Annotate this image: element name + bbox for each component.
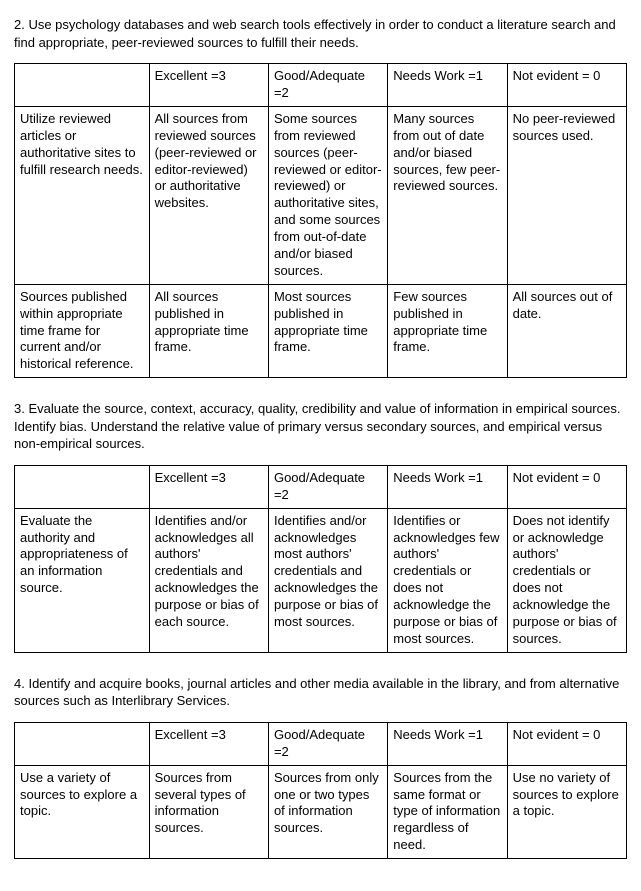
header-cell: Good/Adequate =2 <box>268 64 387 107</box>
header-cell: Needs Work =1 <box>388 465 507 508</box>
table-row: Sources published within appropriate tim… <box>15 284 627 377</box>
level-cell: No peer-reviewed sources used. <box>507 106 626 284</box>
header-cell: Good/Adequate =2 <box>268 465 387 508</box>
criteria-cell: Evaluate the authority and appropriatene… <box>15 508 150 652</box>
rubric-table: Excellent =3 Good/Adequate =2 Needs Work… <box>14 722 627 859</box>
level-cell: Sources from the same format or type of … <box>388 765 507 858</box>
level-cell: All sources published in appropriate tim… <box>149 284 268 377</box>
level-cell: Identifies or acknowledges few authors' … <box>388 508 507 652</box>
table-header-row: Excellent =3 Good/Adequate =2 Needs Work… <box>15 722 627 765</box>
header-cell: Not evident = 0 <box>507 722 626 765</box>
table-row: Evaluate the authority and appropriatene… <box>15 508 627 652</box>
level-cell: Identifies and/or acknowledges all autho… <box>149 508 268 652</box>
level-cell: Few sources published in appropriate tim… <box>388 284 507 377</box>
level-cell: Identifies and/or acknowledges most auth… <box>268 508 387 652</box>
table-row: Utilize reviewed articles or authoritati… <box>15 106 627 284</box>
section-title: 4. Identify and acquire books, journal a… <box>14 675 627 710</box>
header-cell: Excellent =3 <box>149 64 268 107</box>
level-cell: Use no variety of sources to explore a t… <box>507 765 626 858</box>
section-title: 2. Use psychology databases and web sear… <box>14 16 627 51</box>
header-cell: Excellent =3 <box>149 722 268 765</box>
table-header-row: Excellent =3 Good/Adequate =2 Needs Work… <box>15 465 627 508</box>
header-cell: Not evident = 0 <box>507 465 626 508</box>
level-cell: Does not identify or acknowledge authors… <box>507 508 626 652</box>
header-cell <box>15 465 150 508</box>
level-cell: Some sources from reviewed sources (peer… <box>268 106 387 284</box>
table-row: Use a variety of sources to explore a to… <box>15 765 627 858</box>
header-cell: Excellent =3 <box>149 465 268 508</box>
level-cell: All sources from reviewed sources (peer-… <box>149 106 268 284</box>
rubric-table: Excellent =3 Good/Adequate =2 Needs Work… <box>14 465 627 653</box>
header-cell <box>15 722 150 765</box>
rubric-table: Excellent =3 Good/Adequate =2 Needs Work… <box>14 63 627 378</box>
header-cell: Needs Work =1 <box>388 722 507 765</box>
level-cell: All sources out of date. <box>507 284 626 377</box>
criteria-cell: Use a variety of sources to explore a to… <box>15 765 150 858</box>
level-cell: Most sources published in appropriate ti… <box>268 284 387 377</box>
level-cell: Sources from only one or two types of in… <box>268 765 387 858</box>
section-title: 3. Evaluate the source, context, accurac… <box>14 400 627 453</box>
level-cell: Sources from several types of informatio… <box>149 765 268 858</box>
table-header-row: Excellent =3 Good/Adequate =2 Needs Work… <box>15 64 627 107</box>
header-cell: Not evident = 0 <box>507 64 626 107</box>
header-cell <box>15 64 150 107</box>
header-cell: Good/Adequate =2 <box>268 722 387 765</box>
header-cell: Needs Work =1 <box>388 64 507 107</box>
level-cell: Many sources from out of date and/or bia… <box>388 106 507 284</box>
criteria-cell: Utilize reviewed articles or authoritati… <box>15 106 150 284</box>
criteria-cell: Sources published within appropriate tim… <box>15 284 150 377</box>
